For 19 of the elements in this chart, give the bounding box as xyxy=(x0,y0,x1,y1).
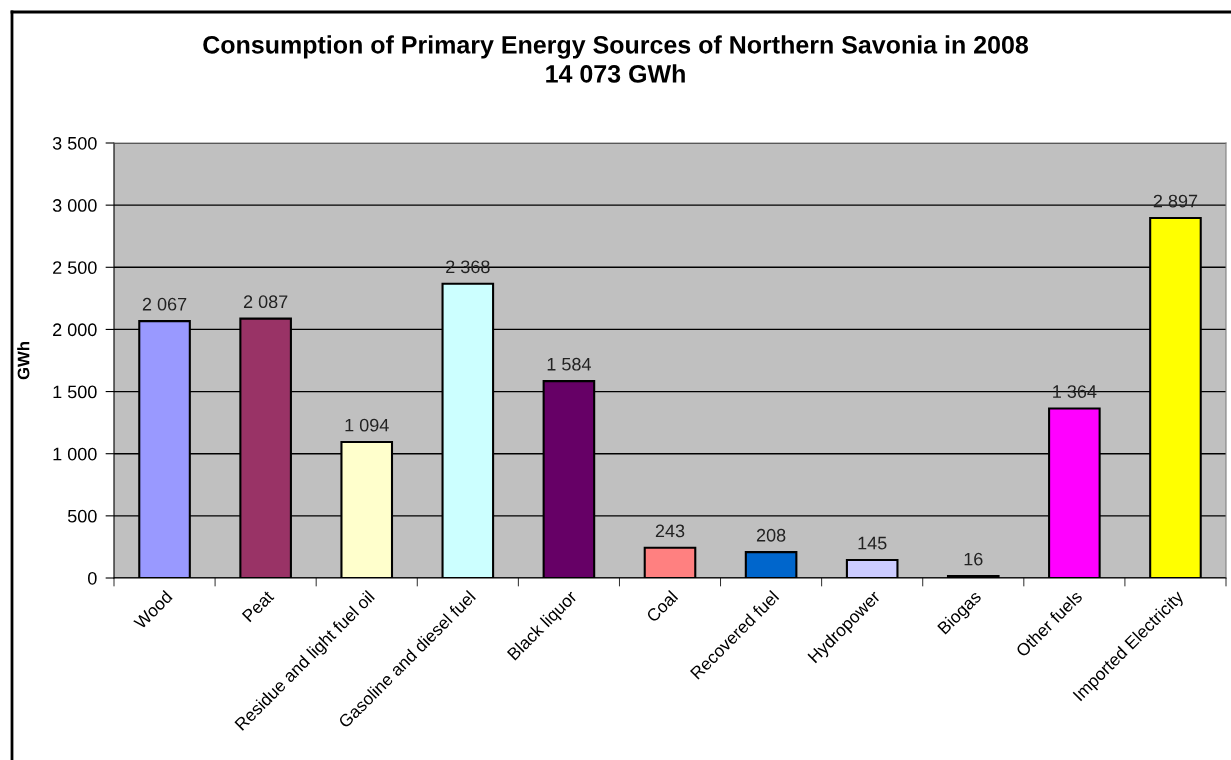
y-tick-label: 3 500 xyxy=(52,136,97,150)
data-label: 1 584 xyxy=(547,357,591,371)
data-label: 2 067 xyxy=(142,297,187,311)
y-tick-label: 1 500 xyxy=(53,385,97,399)
data-label: 208 xyxy=(756,528,786,542)
data-label: 2 087 xyxy=(243,295,288,309)
chart-subtitle: 14 073 GWh xyxy=(546,64,685,83)
y-axis-title: GWh xyxy=(17,342,30,380)
y-tick-label: 3 000 xyxy=(52,199,97,212)
y-tick-label: 500 xyxy=(67,509,97,523)
y-tick-label: 1 000 xyxy=(53,447,97,461)
data-label: 1 094 xyxy=(345,418,389,432)
data-label: 145 xyxy=(858,536,887,550)
y-tick-label: 0 xyxy=(88,571,97,585)
y-tick-label: 2 500 xyxy=(53,261,97,275)
chart-title: Consumption of Primary Energy Sources of Northern Savonia in 2008 xyxy=(203,35,1029,59)
y-tick-label: 2 000 xyxy=(53,323,97,337)
data-label: 243 xyxy=(655,524,685,538)
data-label: 16 xyxy=(964,552,983,566)
